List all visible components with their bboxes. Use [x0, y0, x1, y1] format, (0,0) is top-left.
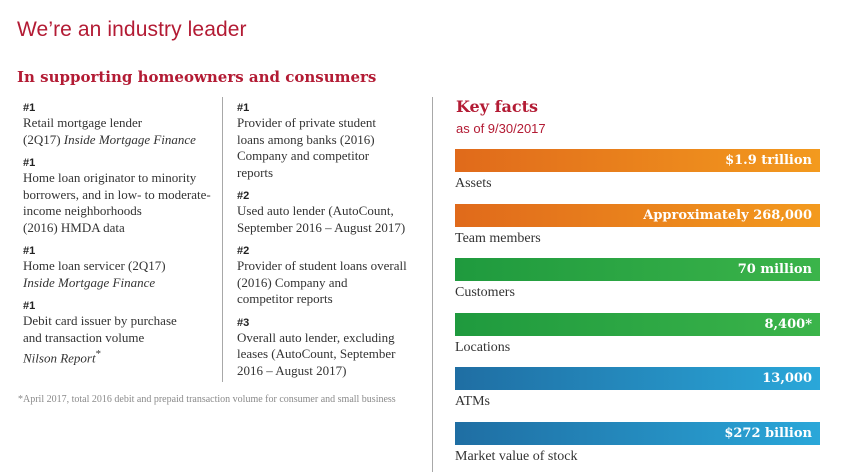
- key-fact: 70 million Customers: [455, 258, 820, 301]
- key-fact-label: Team members: [455, 230, 541, 246]
- key-fact-value: 13,000: [762, 371, 812, 386]
- ranking-item: #2 Provider of student loans overall (2016…: [237, 245, 427, 308]
- ranking-item: #3 Overall auto lender, excluding leases (…: [237, 317, 427, 380]
- rankings-column-1: #1 Retail mortgage lender (2Q17) Inside Mo…: [23, 102, 223, 376]
- key-fact-value: 70 million: [737, 262, 812, 277]
- key-fact-bar: 70 million: [455, 258, 820, 281]
- ranking-description: Overall auto lender, excluding leases (Au…: [237, 329, 396, 378]
- ranking-description: Used auto lender (AutoCount, September 20…: [237, 203, 406, 235]
- ranking-number: #1: [23, 300, 36, 312]
- key-fact-bar: $272 billion: [455, 421, 820, 445]
- ranking-description: Retail mortgage lender (2Q17) Inside Mort…: [23, 115, 196, 147]
- rankings-column-2: #1 Provider of private student loans among…: [237, 102, 427, 388]
- column-divider: [222, 97, 223, 382]
- key-fact: $1.9 trillion Assets: [455, 149, 820, 192]
- key-facts-title: Key facts: [456, 97, 538, 116]
- key-fact: 8,400* Locations: [455, 312, 820, 356]
- key-fact-label: ATMs: [455, 394, 491, 409]
- ranking-number: #2: [237, 190, 250, 202]
- ranking-item: #1 Home loan originator to minority borrow…: [23, 157, 223, 236]
- key-fact-bar: 13,000: [455, 367, 820, 390]
- ranking-item: #1 Debit card issuer by purchase and trans…: [23, 300, 223, 367]
- ranking-item: #1 Home loan servicer (2Q17) Inside Mortga…: [23, 245, 223, 291]
- ranking-number: #1: [23, 245, 36, 257]
- ranking-description: Home loan servicer (2Q17) Inside Mortgage…: [23, 258, 166, 290]
- column-divider: [432, 97, 433, 472]
- ranking-item: #2 Used auto lender (AutoCount, September …: [237, 190, 427, 236]
- page-title: We’re an industry leader: [17, 18, 247, 41]
- key-fact-label: Locations: [455, 339, 511, 355]
- ranking-number: #2: [237, 245, 250, 257]
- key-fact-bar: 8,400*: [455, 312, 820, 336]
- ranking-item: #1 Retail mortgage lender (2Q17) Inside Mo…: [23, 102, 223, 148]
- ranking-description: Provider of private student loans among b…: [237, 115, 376, 180]
- ranking-description: Home loan originator to minority borrower…: [23, 170, 211, 235]
- key-fact-value: $272 billion: [724, 425, 812, 441]
- key-fact: 13,000 ATMs: [455, 367, 820, 410]
- section-subtitle: In supporting homeowners and consumers: [17, 68, 377, 86]
- ranking-item: #1 Provider of private student loans among…: [237, 102, 427, 181]
- ranking-number: #1: [23, 102, 36, 114]
- key-fact-label: Assets: [455, 176, 492, 191]
- footnote: *April 2017, total 2016 debit and prepai…: [18, 394, 396, 405]
- ranking-description: Debit card issuer by purchase and transac…: [23, 313, 177, 366]
- key-fact-value: Approximately 268,000: [643, 207, 812, 223]
- key-fact-value: 8,400*: [764, 316, 812, 332]
- key-fact-label: Customers: [455, 285, 515, 300]
- key-fact-bar: Approximately 268,000: [455, 203, 820, 227]
- key-fact-value: $1.9 trillion: [725, 153, 812, 168]
- ranking-number: #1: [23, 157, 36, 169]
- key-fact: Approximately 268,000 Team members: [455, 203, 820, 247]
- ranking-description: Provider of student loans overall (2016) …: [237, 258, 407, 306]
- key-fact-bar: $1.9 trillion: [455, 149, 820, 172]
- ranking-number: #1: [237, 102, 250, 114]
- ranking-number: #3: [237, 316, 250, 329]
- key-facts-date: as of 9/30/2017: [456, 121, 546, 136]
- key-fact: $272 billion Market value of stock: [455, 421, 820, 465]
- key-fact-label: Market value of stock: [455, 448, 578, 464]
